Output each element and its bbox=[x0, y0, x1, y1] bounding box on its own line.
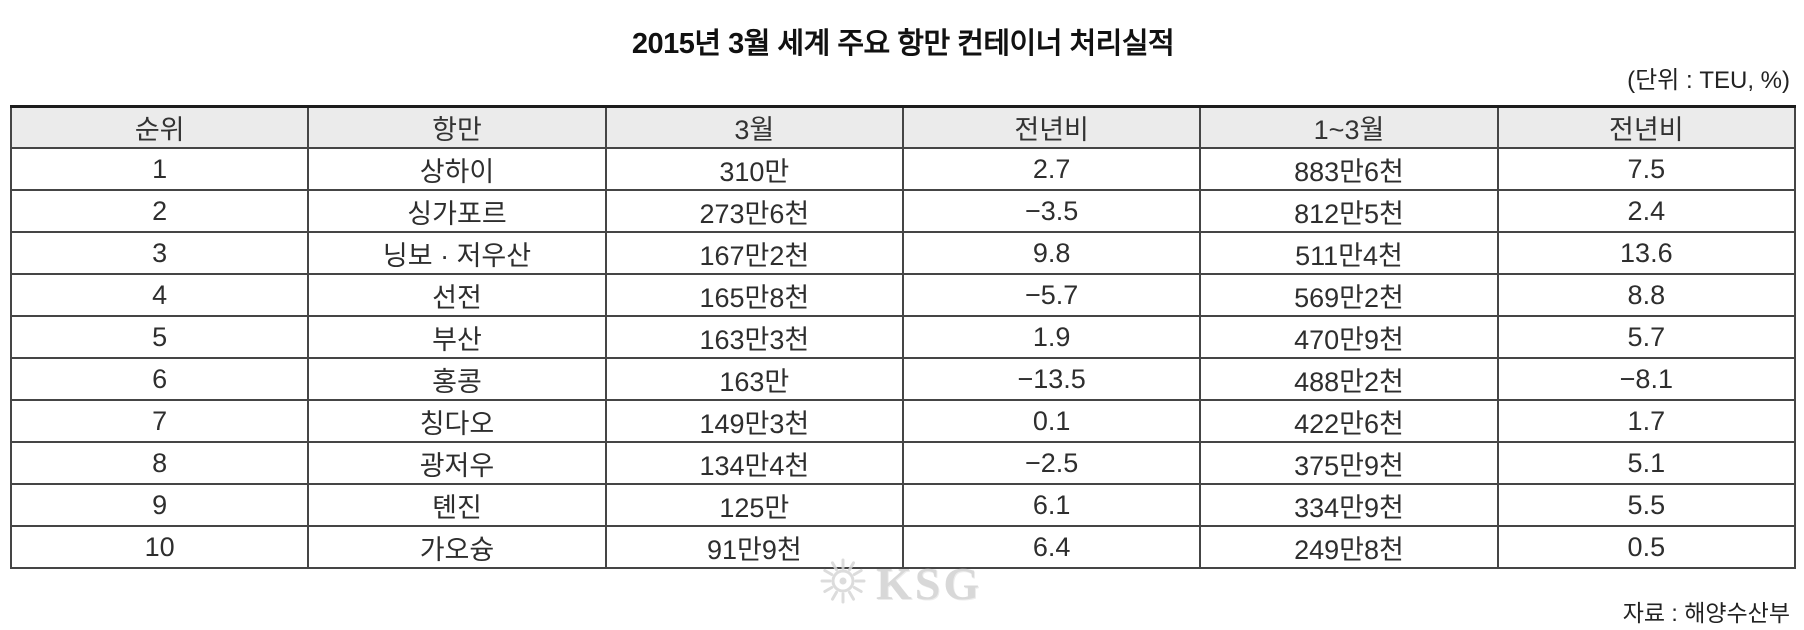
table-cell: 165만8천 bbox=[604, 273, 904, 317]
table-cell: 선전 bbox=[307, 273, 607, 317]
table-cell: 334만9천 bbox=[1199, 483, 1499, 527]
table-cell: 134만4천 bbox=[604, 441, 904, 485]
table-row: 3 닝보 · 저우산 167만2천 9.8 511만4천 13.6 bbox=[9, 231, 1797, 275]
table-cell: 5.1 bbox=[1496, 441, 1797, 485]
table-cell: 9 bbox=[9, 483, 310, 527]
table-cell: 167만2천 bbox=[604, 231, 904, 275]
table-row: 1 상하이 310만 2.7 883만6천 7.5 bbox=[9, 147, 1797, 191]
table-body: 1 상하이 310만 2.7 883만6천 7.5 2 싱가포르 273만6천 −3.5 812만5… bbox=[9, 147, 1797, 569]
table-cell: −3.5 bbox=[901, 189, 1202, 233]
table-cell: 375만9천 bbox=[1199, 441, 1499, 485]
table-cell: −8.1 bbox=[1496, 357, 1797, 401]
table-cell: 2.7 bbox=[901, 147, 1202, 191]
table-cell: 3 bbox=[9, 231, 310, 275]
table-cell: 2 bbox=[9, 189, 310, 233]
table-cell: 0.1 bbox=[901, 399, 1202, 443]
unit-note: (단위 : TEU, %) bbox=[1627, 67, 1790, 94]
table-row: 4 선전 165만8천 −5.7 569만2천 8.8 bbox=[9, 273, 1797, 317]
table-cell: 812만5천 bbox=[1199, 189, 1499, 233]
table-row: 10 가오슝 91만9천 6.4 249만8천 0.5 bbox=[9, 525, 1797, 569]
table-cell: 부산 bbox=[307, 315, 607, 359]
table-cell: 10 bbox=[9, 525, 310, 569]
table-cell: 13.6 bbox=[1496, 231, 1797, 275]
table-cell: 470만9천 bbox=[1199, 315, 1499, 359]
table-cell: 8 bbox=[9, 441, 310, 485]
table-cell: 310만 bbox=[604, 147, 904, 191]
table-cell: 7.5 bbox=[1496, 147, 1797, 191]
table-cell: 1.7 bbox=[1496, 399, 1797, 443]
table-row: 6 홍콩 163만 −13.5 488만2천 −8.1 bbox=[9, 357, 1797, 401]
table-cell: 6.1 bbox=[901, 483, 1202, 527]
table-cell: 가오슝 bbox=[307, 525, 607, 569]
table-cell: 1 bbox=[9, 147, 310, 191]
table-cell: 91만9천 bbox=[604, 525, 904, 569]
port-throughput-table: 순위 항만 3월 전년비 1~3월 전년비 1 상하이 310만 2.7 883만6천 7.5 2 싱가… bbox=[9, 105, 1797, 569]
table-cell: 883만6천 bbox=[1199, 147, 1499, 191]
column-header: 1~3월 bbox=[1199, 105, 1499, 149]
column-header: 전년비 bbox=[1496, 105, 1797, 149]
table-cell: 511만4천 bbox=[1199, 231, 1499, 275]
table-row: 2 싱가포르 273만6천 −3.5 812만5천 2.4 bbox=[9, 189, 1797, 233]
table-cell: 163만 bbox=[604, 357, 904, 401]
table-row: 9 톈진 125만 6.1 334만9천 5.5 bbox=[9, 483, 1797, 527]
table-cell: 상하이 bbox=[307, 147, 607, 191]
table-cell: 5 bbox=[9, 315, 310, 359]
table-cell: 톈진 bbox=[307, 483, 607, 527]
table-row: 8 광저우 134만4천 −2.5 375만9천 5.1 bbox=[9, 441, 1797, 485]
source-note: 자료 : 해양수산부 bbox=[1622, 600, 1790, 626]
table-cell: 1.9 bbox=[901, 315, 1202, 359]
column-header: 전년비 bbox=[901, 105, 1202, 149]
figure-title: 2015년 3월 세계 주요 항만 컨테이너 처리실적 bbox=[631, 28, 1175, 60]
table-cell: 7 bbox=[9, 399, 310, 443]
table-cell: −5.7 bbox=[901, 273, 1202, 317]
table-cell: 569만2천 bbox=[1199, 273, 1499, 317]
table-cell: 149만3천 bbox=[604, 399, 904, 443]
table-cell: 6 bbox=[9, 357, 310, 401]
table-cell: 4 bbox=[9, 273, 310, 317]
table-cell: 163만3천 bbox=[604, 315, 904, 359]
table-header: 순위 항만 3월 전년비 1~3월 전년비 bbox=[9, 105, 1797, 149]
table-cell: 9.8 bbox=[901, 231, 1202, 275]
table-cell: 0.5 bbox=[1496, 525, 1797, 569]
column-header: 항만 bbox=[307, 105, 607, 149]
table-cell: 5.5 bbox=[1496, 483, 1797, 527]
table-cell: 칭다오 bbox=[307, 399, 607, 443]
table-cell: 8.8 bbox=[1496, 273, 1797, 317]
table-cell: 249만8천 bbox=[1199, 525, 1499, 569]
table-cell: 싱가포르 bbox=[307, 189, 607, 233]
table-cell: 닝보 · 저우산 bbox=[307, 231, 607, 275]
table-cell: 5.7 bbox=[1496, 315, 1797, 359]
table-cell: 6.4 bbox=[901, 525, 1202, 569]
table-cell: −2.5 bbox=[901, 441, 1202, 485]
table-cell: 422만6천 bbox=[1199, 399, 1499, 443]
table-cell: −13.5 bbox=[901, 357, 1202, 401]
column-header: 순위 bbox=[9, 105, 310, 149]
table-cell: 2.4 bbox=[1496, 189, 1797, 233]
table-header-row: 순위 항만 3월 전년비 1~3월 전년비 bbox=[9, 105, 1797, 149]
table-row: 5 부산 163만3천 1.9 470만9천 5.7 bbox=[9, 315, 1797, 359]
table-cell: 273만6천 bbox=[604, 189, 904, 233]
table-cell: 125만 bbox=[604, 483, 904, 527]
column-header: 3월 bbox=[604, 105, 904, 149]
table-cell: 광저우 bbox=[307, 441, 607, 485]
table-row: 7 칭다오 149만3천 0.1 422만6천 1.7 bbox=[9, 399, 1797, 443]
table-cell: 홍콩 bbox=[307, 357, 607, 401]
table-cell: 488만2천 bbox=[1199, 357, 1499, 401]
